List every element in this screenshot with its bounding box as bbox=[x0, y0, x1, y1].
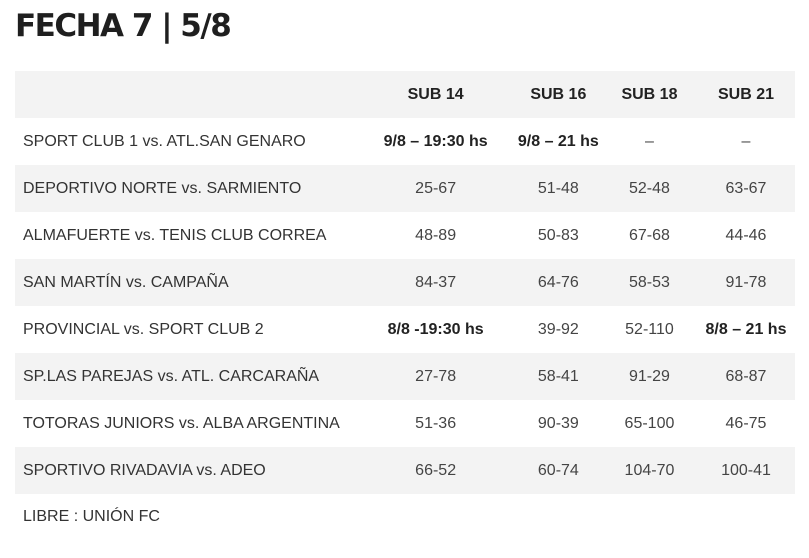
score-cell: 51-36 bbox=[415, 414, 457, 432]
table-row: PROVINCIAL vs. SPORT CLUB 2 8/8 -19:30 hs… bbox=[15, 306, 795, 353]
score-cell: 66-52 bbox=[415, 461, 457, 479]
table-row: TOTORAS JUNIORS vs. ALBA ARGENTINA 51-36 9… bbox=[15, 400, 795, 447]
match-name: DEPORTIVO NORTE vs. SARMIENTO bbox=[23, 179, 302, 197]
match-name: TOTORAS JUNIORS vs. ALBA ARGENTINA bbox=[23, 414, 340, 432]
score-cell: 8/8 – 21 hs bbox=[705, 320, 787, 338]
fixture-table: SUB 14 SUB 16 SUB 18 SUB 21 SPORT CLUB 1… bbox=[15, 71, 795, 494]
page-title: FECHA 7 | 5/8 bbox=[15, 8, 232, 44]
score-cell: – bbox=[645, 132, 654, 150]
score-cell: 63-67 bbox=[725, 179, 767, 197]
score-cell: 100-41 bbox=[721, 461, 771, 479]
score-cell: 50-83 bbox=[537, 226, 579, 244]
table-row: ALMAFUERTE vs. TENIS CLUB CORREA 48-89 50-… bbox=[15, 212, 795, 259]
score-cell: 104-70 bbox=[624, 461, 675, 479]
column-header-match bbox=[15, 71, 357, 118]
match-name: SPORT CLUB 1 vs. ATL.SAN GENARO bbox=[23, 132, 306, 150]
score-cell: 27-78 bbox=[415, 367, 457, 385]
score-cell: 64-76 bbox=[537, 273, 579, 291]
score-cell: 67-68 bbox=[629, 226, 670, 244]
score-cell: 9/8 – 21 hs bbox=[517, 132, 599, 150]
score-cell: 60-74 bbox=[537, 461, 579, 479]
score-cell: 68-87 bbox=[725, 367, 767, 385]
score-cell: 91-29 bbox=[629, 367, 670, 385]
score-cell: 44-46 bbox=[725, 226, 767, 244]
score-cell: 25-67 bbox=[415, 179, 457, 197]
column-header-sub16: SUB 16 bbox=[530, 85, 587, 103]
match-name: ALMAFUERTE vs. TENIS CLUB CORREA bbox=[23, 226, 327, 244]
score-cell: 58-53 bbox=[629, 273, 670, 291]
column-header-sub21: SUB 21 bbox=[717, 85, 774, 103]
score-cell: 48-89 bbox=[415, 226, 457, 244]
match-name: SPORTIVO RIVADAVIA vs. ADEO bbox=[23, 461, 266, 479]
score-cell: 65-100 bbox=[624, 414, 675, 432]
table-row: SPORT CLUB 1 vs. ATL.SAN GENARO 9/8 – 19:… bbox=[15, 118, 795, 165]
score-cell: 46-75 bbox=[725, 414, 767, 432]
score-cell: – bbox=[741, 132, 751, 150]
table-row: SP.LAS PAREJAS vs. ATL. CARCARAÑA 27-78 58… bbox=[15, 353, 795, 400]
column-header-sub18: SUB 18 bbox=[621, 85, 678, 103]
match-name: SP.LAS PAREJAS vs. ATL. CARCARAÑA bbox=[23, 367, 320, 385]
score-cell: 52-48 bbox=[629, 179, 670, 197]
score-cell: 8/8 -19:30 hs bbox=[387, 320, 484, 338]
column-header-sub14: SUB 14 bbox=[407, 85, 464, 103]
score-cell: 51-48 bbox=[537, 179, 579, 197]
score-cell: 52-110 bbox=[625, 320, 674, 338]
score-cell: 84-37 bbox=[415, 273, 457, 291]
libre-note: LIBRE : UNIÓN FC bbox=[23, 508, 160, 525]
table-row: SPORTIVO RIVADAVIA vs. ADEO 66-52 60-74 104… bbox=[15, 447, 795, 494]
score-cell: 91-78 bbox=[725, 273, 767, 291]
match-name: PROVINCIAL vs. SPORT CLUB 2 bbox=[23, 320, 264, 338]
table-row: DEPORTIVO NORTE vs. SARMIENTO 25-67 51-48 5… bbox=[15, 165, 795, 212]
table-row: SAN MARTÍN vs. CAMPAÑA 84-37 64-76 58-53 91-… bbox=[15, 259, 795, 306]
score-cell: 9/8 – 19:30 hs bbox=[383, 132, 488, 150]
score-cell: 90-39 bbox=[537, 414, 579, 432]
score-cell: 39-92 bbox=[537, 320, 579, 338]
score-cell: 58-41 bbox=[537, 367, 579, 385]
match-name: SAN MARTÍN vs. CAMPAÑA bbox=[23, 273, 229, 291]
table-header-row: SUB 14 SUB 16 SUB 18 SUB 21 bbox=[15, 71, 795, 118]
